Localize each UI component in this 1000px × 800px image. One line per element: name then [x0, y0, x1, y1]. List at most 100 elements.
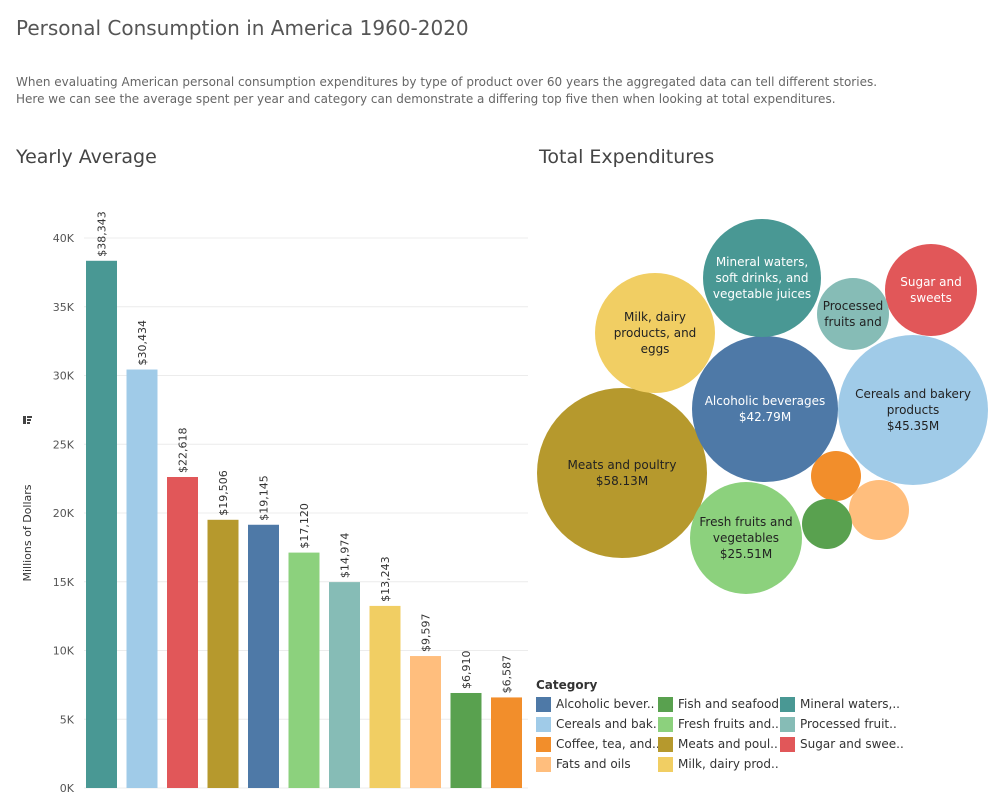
- legend-label: Fresh fruits and..: [678, 717, 779, 731]
- bar-value-label: $9,597: [420, 614, 433, 653]
- bubble-label: Mineral waters,: [716, 255, 808, 269]
- bubble-label: soft drinks, and: [715, 271, 808, 285]
- bar-value-label: $14,974: [339, 533, 352, 579]
- bubble[interactable]: [849, 480, 909, 540]
- bubble-label: $42.79M: [739, 410, 791, 424]
- y-tick-label: 0K: [60, 782, 75, 795]
- bubble-chart: Meats and poultry $58.13M Cereals and bake…: [537, 219, 988, 594]
- bar[interactable]: [288, 552, 320, 788]
- bar[interactable]: [167, 477, 198, 788]
- bar-value-label: $17,120: [298, 503, 311, 548]
- bar[interactable]: [207, 519, 239, 788]
- legend-title: Category: [536, 678, 598, 692]
- legend-swatch: [536, 736, 551, 752]
- y-tick-label: 20K: [53, 507, 75, 520]
- legend-item[interactable]: Fish and seafood: [658, 696, 779, 712]
- bubble[interactable]: [885, 244, 977, 336]
- bubble[interactable]: [802, 499, 852, 549]
- bar[interactable]: [369, 605, 401, 788]
- bubble[interactable]: [811, 451, 861, 501]
- y-tick-label: 30K: [53, 370, 75, 383]
- bar-marks: [86, 260, 522, 788]
- legend-label: Cereals and bak..: [556, 717, 661, 731]
- bubble[interactable]: [817, 278, 889, 350]
- legend-swatch: [536, 756, 551, 772]
- bar-value-labels: $38,343 $30,434 $22,618 $19,506 $19,145 $17,1…: [96, 211, 514, 693]
- y-axis-label-group: Millions of Dollars: [21, 416, 34, 582]
- bar[interactable]: [491, 697, 522, 788]
- bubble-marks: Meats and poultry $58.13M Cereals and bake…: [537, 219, 988, 594]
- bubble-label: Fresh fruits and: [699, 515, 792, 529]
- legend-swatch: [658, 716, 673, 732]
- bar[interactable]: [126, 369, 158, 788]
- y-tick-label: 10K: [53, 645, 75, 658]
- bar-value-label: $30,434: [136, 320, 149, 366]
- y-tick-label: 15K: [53, 576, 75, 589]
- bubble-label: vegetable juices: [713, 287, 811, 301]
- description-line-2: Here we can see the average spent per ye…: [16, 92, 836, 106]
- legend-item[interactable]: Fresh fruits and..: [658, 716, 779, 732]
- y-tick-label: 40K: [53, 232, 75, 245]
- bubble[interactable]: [595, 273, 715, 393]
- legend-item[interactable]: Fats and oils: [536, 756, 656, 772]
- legend-swatch: [780, 716, 795, 732]
- bar-value-label: $38,343: [96, 211, 109, 257]
- bubble[interactable]: [537, 388, 707, 558]
- bar-value-label: $22,618: [177, 428, 190, 474]
- bubble-label: $45.35M: [887, 419, 939, 433]
- legend-item[interactable]: Processed fruit..: [780, 716, 910, 732]
- bar-value-label: $19,506: [217, 470, 230, 515]
- bar-gridlines: [84, 237, 528, 789]
- bubble[interactable]: [690, 482, 802, 594]
- bar-value-label: $6,910: [460, 650, 473, 689]
- bar-chart-title: Yearly Average: [16, 146, 157, 168]
- legend-swatch: [780, 736, 795, 752]
- legend-item[interactable]: Meats and poul..: [658, 736, 778, 752]
- y-axis-label: Millions of Dollars: [21, 484, 34, 581]
- legend-label: Fish and seafood: [678, 697, 779, 711]
- legend-label: Milk, dairy prod..: [678, 757, 779, 771]
- bubble-label: products: [887, 403, 939, 417]
- page-title: Personal Consumption in America 1960-202…: [16, 16, 469, 40]
- legend-swatch: [658, 696, 673, 712]
- legend-swatch: [658, 736, 673, 752]
- legend-label: Fats and oils: [556, 757, 631, 771]
- bar-chart: 0K 5K 10K 15K 20K 25K 30K 35K 40K $38,343 $30,434…: [21, 211, 528, 795]
- legend-item[interactable]: Alcoholic bever..: [536, 696, 656, 712]
- sort-icon[interactable]: [23, 416, 32, 424]
- bubble-label: sweets: [910, 291, 952, 305]
- legend-label: Meats and poul..: [678, 737, 778, 751]
- bar[interactable]: [329, 582, 360, 788]
- legend: Category Alcoholic bever.. Fish and seafo…: [536, 678, 916, 772]
- bubble-label: Alcoholic beverages: [705, 394, 826, 408]
- legend-item[interactable]: Sugar and swee..: [780, 736, 910, 752]
- bar[interactable]: [248, 524, 279, 788]
- bar-value-label: $19,145: [258, 475, 271, 520]
- legend-item[interactable]: Milk, dairy prod..: [658, 756, 779, 772]
- legend-item[interactable]: Coffee, tea, and..: [536, 736, 660, 752]
- bubble-label: $58.13M: [596, 474, 648, 488]
- page-description: When evaluating American personal consum…: [16, 74, 976, 108]
- legend-label: Alcoholic bever..: [556, 697, 655, 711]
- description-line-1: When evaluating American personal consum…: [16, 75, 878, 89]
- legend-swatch: [536, 716, 551, 732]
- bar[interactable]: [450, 692, 482, 788]
- bubble[interactable]: [692, 336, 838, 482]
- y-tick-label: 25K: [53, 438, 75, 451]
- bubble-label: eggs: [641, 342, 670, 356]
- bubble[interactable]: [838, 335, 988, 485]
- legend-label: Mineral waters,..: [800, 697, 900, 711]
- legend-label: Coffee, tea, and..: [556, 737, 660, 751]
- bubble-label: $25.51M: [720, 547, 772, 561]
- legend-item[interactable]: Mineral waters,..: [780, 696, 910, 712]
- legend-item[interactable]: Cereals and bak..: [536, 716, 661, 732]
- bubble-label: products, and: [614, 326, 697, 340]
- bar[interactable]: [86, 260, 117, 788]
- bubble[interactable]: [703, 219, 821, 337]
- bubble-chart-title: Total Expenditures: [539, 146, 715, 168]
- bar[interactable]: [410, 656, 441, 788]
- bar-value-label: $13,243: [379, 556, 392, 602]
- legend-swatch: [780, 696, 795, 712]
- bubble-label: Processed: [823, 299, 884, 313]
- bubble-label: Milk, dairy: [624, 310, 686, 324]
